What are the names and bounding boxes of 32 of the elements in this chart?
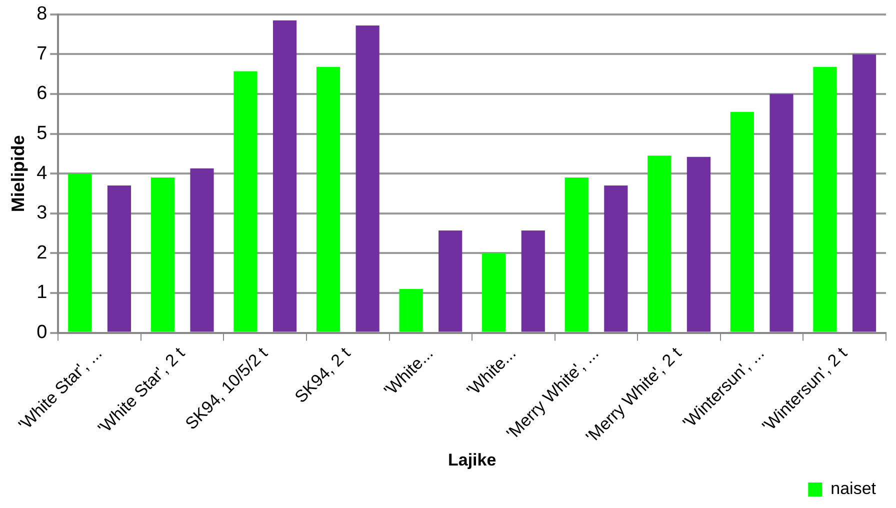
bar	[438, 230, 462, 332]
bar	[770, 94, 794, 332]
bar	[234, 71, 258, 332]
bar	[272, 20, 297, 332]
y-tick-label: 8	[36, 4, 48, 25]
bar	[107, 186, 132, 332]
y-tick-label: 2	[36, 242, 48, 264]
bar	[150, 178, 174, 332]
y-tick-label: 1	[36, 282, 48, 304]
bar	[648, 156, 672, 332]
bar	[68, 174, 92, 332]
y-tick-label: 6	[36, 83, 48, 104]
bar	[686, 156, 710, 332]
bar	[482, 253, 506, 332]
bar	[730, 112, 754, 332]
bar	[852, 54, 876, 332]
y-axis-title: Mielipide	[8, 135, 28, 212]
bar	[813, 66, 837, 332]
y-tick-label: 4	[36, 162, 48, 184]
x-axis-title: Lajike	[448, 450, 496, 470]
y-tick-label: 7	[36, 43, 48, 64]
bar	[604, 186, 628, 332]
bar	[190, 168, 214, 332]
bar	[564, 178, 588, 332]
bar	[356, 26, 380, 332]
y-tick-label: 0	[36, 322, 48, 343]
y-tick-label: 5	[36, 123, 48, 144]
y-tick-label: 3	[36, 202, 48, 224]
bar	[316, 66, 340, 332]
bar	[521, 230, 545, 332]
bar	[399, 288, 423, 332]
legend-label: naiset	[830, 479, 876, 498]
